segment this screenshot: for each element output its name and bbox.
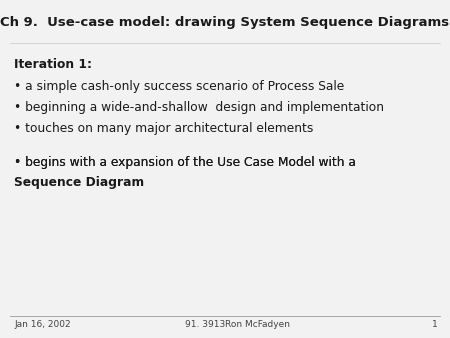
- Text: Jan 16, 2002: Jan 16, 2002: [14, 320, 71, 329]
- Text: • touches on many major architectural elements: • touches on many major architectural el…: [14, 122, 313, 135]
- Text: • begins with a expansion of the Use Case Model with a: • begins with a expansion of the Use Cas…: [14, 156, 360, 169]
- Text: • begins with a expansion of the Use Case Model with a System: • begins with a expansion of the Use Cas…: [14, 156, 450, 169]
- Text: • a simple cash-only success scenario of Process Sale: • a simple cash-only success scenario of…: [14, 80, 344, 93]
- Text: • beginning a wide-and-shallow  design and implementation: • beginning a wide-and-shallow design an…: [14, 101, 384, 114]
- Text: 91. 3913: 91. 3913: [185, 320, 225, 329]
- Text: Ron McFadyen: Ron McFadyen: [225, 320, 290, 329]
- Text: 1: 1: [432, 320, 438, 329]
- Text: Sequence Diagram: Sequence Diagram: [14, 176, 144, 189]
- Text: Ch 9.  Use-case model: drawing System Sequence Diagrams: Ch 9. Use-case model: drawing System Seq…: [0, 16, 450, 29]
- Text: • begins with a expansion of the Use Case Model with a: • begins with a expansion of the Use Cas…: [14, 156, 360, 169]
- Text: Iteration 1:: Iteration 1:: [14, 58, 92, 71]
